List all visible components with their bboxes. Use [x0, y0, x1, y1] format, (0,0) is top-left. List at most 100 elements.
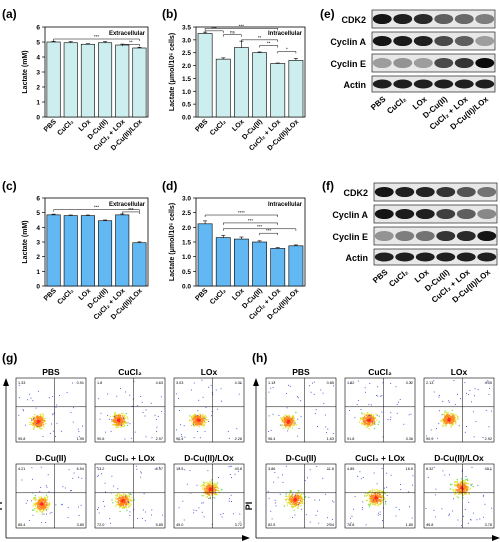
flow-event-dot [203, 417, 206, 419]
flow-event-dot [487, 380, 489, 382]
flow-event-dot [288, 420, 290, 423]
flow-event-dot [450, 417, 452, 419]
flow-event-dot [207, 485, 210, 488]
flow-event-dot [36, 423, 38, 424]
sig-label: ** [258, 35, 262, 40]
flow-event-dot [489, 387, 490, 389]
flow-event-dot [72, 477, 74, 479]
flow-event-dot [291, 500, 293, 502]
flow-event-dot [374, 504, 376, 506]
flow-event-dot [294, 514, 296, 516]
flow-event-dot [309, 521, 311, 523]
flow-event-dot [199, 413, 201, 415]
sig-bracket [53, 209, 140, 212]
flow-event-dot [23, 410, 24, 412]
flow-event-dot [154, 468, 156, 470]
quadrant-value: 1.52 [347, 381, 354, 385]
flow-event-dot [288, 493, 290, 496]
flow-event-dot [130, 493, 132, 496]
flow-event-dot [37, 418, 39, 420]
flow-event-dot [463, 489, 466, 491]
flow-event-dot [46, 506, 49, 509]
flow-event-dot [351, 515, 353, 517]
flow-event-dot [455, 414, 457, 416]
flow-event-dot [474, 388, 476, 390]
blot-band [415, 252, 435, 262]
flow-event-dot [286, 416, 289, 418]
sig-bracket [53, 38, 140, 41]
flow-event-dot [390, 382, 392, 384]
x-tick-label: LOx [78, 118, 93, 133]
flow-event-dot [372, 424, 374, 426]
flow-event-dot [282, 427, 284, 429]
flow-event-dot [360, 409, 362, 411]
flow-event-dot [365, 422, 367, 424]
flow-event-dot [41, 513, 44, 515]
flow-event-dot [375, 493, 377, 496]
y-tick-label: 1.0 [182, 89, 191, 96]
flow-event-dot [207, 419, 209, 421]
flow-event-dot [114, 411, 116, 414]
flow-event-dot [373, 489, 376, 491]
flow-event-dot [41, 421, 43, 423]
flow-plot-title: D-Cu(II) [36, 453, 67, 463]
flow-event-dot [104, 482, 106, 484]
chart-title: Extracellular [109, 202, 146, 208]
flow-event-dot [301, 498, 304, 501]
bar-5 [132, 242, 147, 287]
flow-event-dot [115, 505, 117, 507]
flow-event-dot [136, 468, 138, 470]
flow-event-dot [365, 391, 366, 393]
flow-event-dot [273, 481, 275, 483]
sig-label: **** [238, 210, 245, 215]
flow-event-dot [44, 497, 46, 499]
flow-event-dot [38, 506, 40, 508]
flow-event-dot [410, 413, 412, 415]
flow-event-dot [350, 517, 352, 519]
flow-event-dot [122, 495, 124, 497]
flow-event-dot [470, 484, 472, 486]
flow-event-dot [162, 514, 164, 516]
flow-event-dot [299, 496, 301, 498]
flow-event-dot [366, 492, 368, 495]
panel-label-a: (a) [2, 7, 17, 21]
flow-event-dot [361, 416, 364, 418]
flow-event-dot [216, 485, 218, 487]
flow-event-dot [201, 416, 203, 418]
flow-event-dot [34, 418, 36, 420]
flow-event-dot [411, 517, 413, 519]
flow-event-dot [450, 424, 452, 427]
flow-event-dot [362, 477, 364, 478]
flow-event-dot [39, 490, 41, 492]
flow-event-dot [317, 425, 318, 427]
flow-event-dot [122, 417, 124, 419]
flow-event-dot [199, 419, 201, 421]
flow-event-dot [468, 393, 469, 395]
flow-event-dot [40, 505, 42, 507]
flow-event-dot [376, 483, 378, 485]
flow-event-dot [441, 414, 443, 416]
flow-event-dot [381, 395, 383, 397]
flow-event-dot [286, 407, 288, 409]
quadrant-value: 1.95 [77, 437, 84, 441]
flow-event-dot [474, 395, 475, 397]
flow-event-dot [56, 422, 58, 424]
blot-band [475, 35, 495, 47]
flow-event-dot [119, 495, 121, 497]
flow-event-dot [473, 436, 475, 438]
flow-event-dot [55, 504, 57, 506]
flow-event-dot [383, 487, 385, 489]
flow-event-dot [473, 512, 475, 514]
flow-event-dot [469, 487, 471, 490]
flow-event-dot [360, 478, 362, 480]
flow-event-dot [119, 505, 122, 507]
flow-event-dot [228, 438, 230, 439]
flow-event-dot [116, 495, 118, 497]
flow-event-dot [193, 414, 196, 416]
blot-band [393, 57, 413, 69]
flow-event-dot [433, 380, 435, 382]
bar-2 [80, 215, 95, 287]
flow-event-dot [42, 508, 45, 510]
flow-event-dot [212, 485, 215, 487]
flow-event-dot [369, 490, 371, 492]
